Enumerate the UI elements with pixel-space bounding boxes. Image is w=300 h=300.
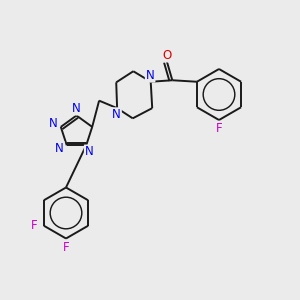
Text: N: N (112, 108, 121, 121)
Text: N: N (55, 142, 64, 155)
Text: F: F (63, 241, 69, 254)
Text: N: N (49, 117, 58, 130)
Text: F: F (216, 122, 222, 135)
Text: N: N (146, 69, 154, 82)
Text: F: F (31, 219, 38, 232)
Text: N: N (72, 101, 81, 115)
Text: O: O (162, 49, 172, 62)
Text: N: N (85, 146, 94, 158)
